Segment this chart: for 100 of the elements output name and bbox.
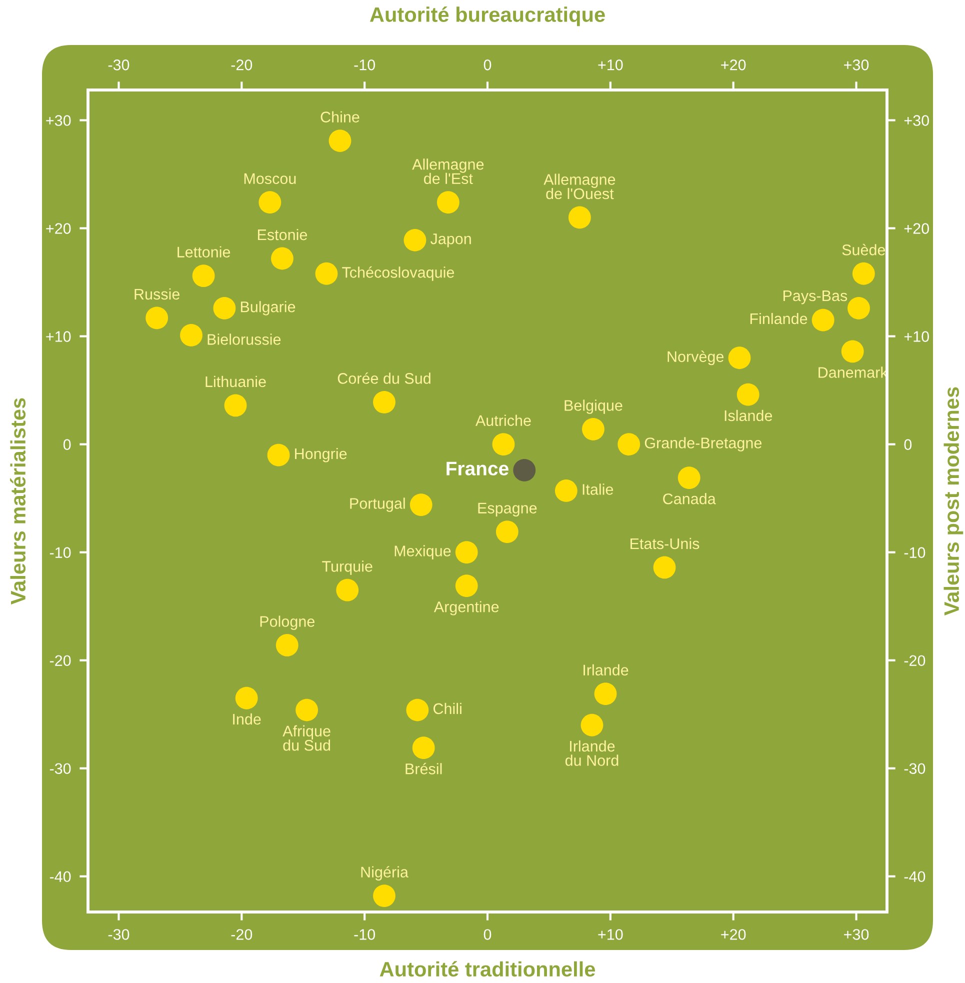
x-tick-label: -30 [108,929,130,940]
point [841,340,864,363]
annotation: Turquie [322,560,372,575]
y2-tick-label: 0 [904,439,912,450]
x-tick-label: +20 [721,929,746,940]
point [554,480,578,502]
y2-tick-label: -20 [904,655,926,666]
annotation: Pays-Bas [783,290,848,304]
x-tick-label: +10 [598,929,623,940]
point [373,390,396,414]
annotation: Lithuanie [206,376,266,388]
annotation: Espagne [478,502,537,517]
point [678,466,700,489]
point [336,578,359,602]
y2-tick-label: +20 [904,223,929,234]
annotation: Suède [842,244,886,256]
annotation: Autriche [475,414,531,426]
point [594,682,617,706]
x2-tick-label: +30 [844,59,869,70]
annotation: Chine [320,111,360,122]
annotation: Bulgarie [240,301,296,316]
x2-tick-label: -30 [108,59,130,70]
point [373,884,396,907]
annotation: Mexique [394,545,451,560]
point [146,306,168,330]
x-tick-label: -10 [354,929,376,940]
point [436,191,460,214]
annotation: Allemagne de l'Est [412,158,484,184]
point [848,296,870,320]
x-tick-label: -20 [231,929,252,940]
annotation: Irlande [584,664,628,676]
point [404,228,426,252]
y-tick-label: +30 [46,115,71,126]
point [852,262,875,285]
y-axis-title: Valeurs matérialistes [10,398,26,605]
annotation: Etats-Unis [630,538,700,550]
y-tick-label: -40 [50,871,71,882]
y-tick-label: -20 [50,655,71,666]
x-tick-label: 0 [484,929,492,940]
y-tick-label: +20 [46,223,71,234]
point [496,520,518,543]
annotation: Nigéria [361,866,408,881]
x2-axis-title: Autorité bureaucratique [370,6,605,26]
y2-tick-label: -30 [904,763,926,774]
annotation: Moscou [244,173,296,184]
annotation: Italie [582,484,614,495]
annotation: Russie [134,288,180,300]
annotation: Argentine [434,601,499,616]
annotation: Hongrie [295,448,347,462]
annotation: Canada [663,493,716,504]
annotation: Belgique [564,400,622,414]
point [580,714,604,736]
point [315,262,338,285]
point [180,324,202,346]
x2-tick-label: -20 [231,59,252,70]
point [296,698,318,722]
point [410,494,432,516]
annotation: Chili [433,702,462,714]
point [328,130,352,152]
point [213,296,236,320]
y2-tick-label: -10 [904,547,926,558]
point [618,433,640,456]
point [271,247,294,270]
annotation: Islande [724,410,772,422]
y2-axis-title: Valeurs post modernes [944,387,964,616]
x2-tick-label: 0 [484,59,492,70]
x2-tick-label: +20 [721,59,746,70]
point [406,698,429,722]
point [455,574,478,597]
annotation: Japon [430,234,471,248]
annotation: Danemark [818,366,888,378]
annotation: Pologne [260,616,314,630]
point [736,383,760,406]
x2-tick-label: -10 [354,59,376,70]
point [235,686,258,710]
point [812,308,834,332]
point [492,433,515,456]
annotation: Finlande [750,312,808,324]
x-tick-label: +30 [844,929,869,940]
annotation: Inde [233,713,261,725]
annotation: Norvège [668,350,724,366]
y2-tick-label: +10 [904,331,929,342]
annotation: Estonie [258,228,308,240]
point [568,206,591,229]
point [653,556,676,579]
y2-tick-label: +30 [904,115,929,126]
point [728,346,751,370]
y-tick-label: 0 [63,439,71,450]
annotation: Bielorussie [208,334,281,345]
point [267,444,290,466]
point [192,264,215,287]
annotation: Irlande du Nord [565,740,618,766]
annotation: Afrique du Sud [282,725,330,751]
y-tick-label: -30 [50,763,71,774]
point [455,541,478,564]
annotation: Tchécoslovaquie [342,266,454,281]
annotation: France [446,462,508,476]
y-tick-label: +10 [46,331,71,342]
annotation: Brésil [406,762,442,774]
point [412,736,435,760]
